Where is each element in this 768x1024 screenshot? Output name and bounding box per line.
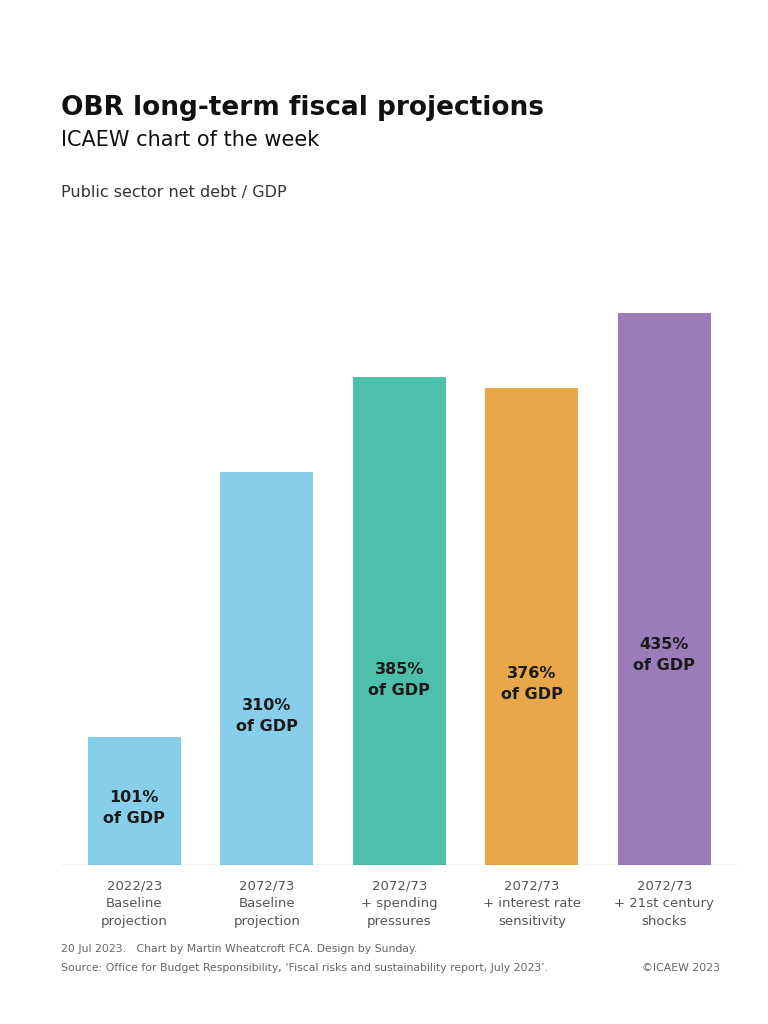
Text: Source: Office for Budget Responsibility, ‘Fiscal risks and sustainability repor: Source: Office for Budget Responsibility… — [61, 963, 548, 973]
Text: 20 Jul 2023.   Chart by Martin Wheatcroft FCA. Design by Sunday.: 20 Jul 2023. Chart by Martin Wheatcroft … — [61, 944, 418, 954]
Bar — [220, 472, 313, 865]
Text: 376%
of GDP: 376% of GDP — [501, 666, 563, 701]
Bar — [618, 313, 710, 865]
Text: Public sector net debt / GDP: Public sector net debt / GDP — [61, 184, 287, 200]
Text: ICAEW chart of the week: ICAEW chart of the week — [61, 129, 319, 150]
Text: 435%
of GDP: 435% of GDP — [634, 638, 695, 674]
Text: ©ICAEW 2023: ©ICAEW 2023 — [642, 963, 720, 973]
Text: OBR long-term fiscal projections: OBR long-term fiscal projections — [61, 95, 545, 121]
Text: 310%
of GDP: 310% of GDP — [236, 697, 298, 734]
Bar — [88, 737, 180, 865]
Bar — [353, 377, 445, 865]
Text: 385%
of GDP: 385% of GDP — [369, 662, 430, 697]
Text: 101%
of GDP: 101% of GDP — [104, 790, 165, 825]
Bar — [485, 388, 578, 865]
